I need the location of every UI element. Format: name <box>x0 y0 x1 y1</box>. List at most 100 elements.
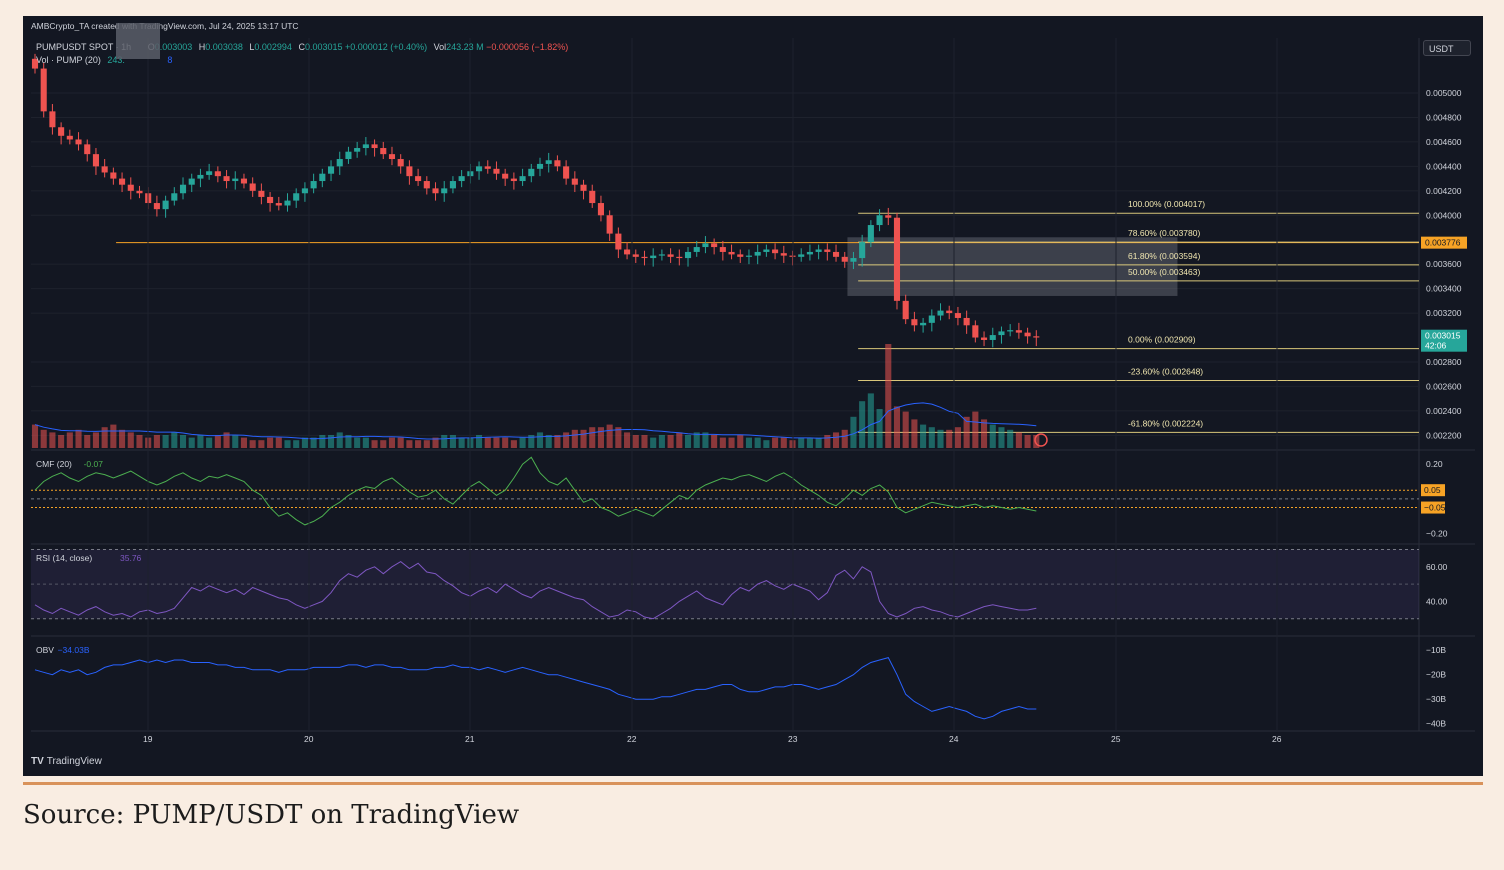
caption-divider <box>23 782 1483 785</box>
volume-bar-43 <box>406 440 413 448</box>
candle-body-37 <box>354 148 361 152</box>
candle-body-77 <box>702 243 709 248</box>
candle-body-45 <box>423 181 430 189</box>
volume-bar-81 <box>737 435 744 448</box>
volume-bar-59 <box>545 435 552 448</box>
price-tick-label-7: 0.003400 <box>1426 284 1462 294</box>
price-tick-label-2: 0.004600 <box>1426 137 1462 147</box>
volume-bar-115 <box>1033 435 1040 448</box>
volume-bar-8 <box>101 427 108 448</box>
volume-bar-66 <box>606 424 613 448</box>
volume-bar-37 <box>354 437 361 448</box>
volume-bar-113 <box>1015 432 1022 448</box>
candle-body-10 <box>119 178 126 185</box>
volume-bar-3 <box>58 435 65 448</box>
price-tick-label-4: 0.004200 <box>1426 186 1462 196</box>
candle-body-93 <box>841 256 848 262</box>
volume-bar-53 <box>493 437 500 448</box>
obv-legend-value: −34.03B <box>58 645 90 655</box>
candle-body-23 <box>232 178 239 182</box>
candle-body-30 <box>293 193 300 201</box>
price-tick-label-10: 0.002600 <box>1426 381 1462 391</box>
symbol-label[interactable]: PUMPUSDT SPOT · 1h <box>36 42 132 52</box>
volume-bar-17 <box>179 435 187 448</box>
candle-body-55 <box>510 178 517 182</box>
volume-bar-105 <box>946 429 953 448</box>
candle-body-57 <box>528 168 535 177</box>
candle-body-54 <box>502 173 509 179</box>
fib-zone-box <box>847 237 1178 296</box>
cmf-level-badge-1 <box>1421 501 1445 514</box>
chart-frame[interactable]: 0.005000 0.004800 0.004600 0.004400 0.004200… <box>23 16 1483 776</box>
volume-bar-102 <box>920 424 927 448</box>
candle-body-70 <box>641 256 648 259</box>
volume-bar-1 <box>40 429 47 448</box>
volume-indicator-label[interactable]: Vol · PUMP (20) <box>36 55 101 65</box>
candle-body-4 <box>66 135 73 140</box>
candle-body-42 <box>397 159 404 167</box>
volume-bar-88 <box>798 437 805 448</box>
volume-bar-55 <box>510 440 517 448</box>
volume-bar-111 <box>998 427 1005 448</box>
volume-bar-56 <box>519 437 526 448</box>
candle-body-14 <box>153 203 160 210</box>
candle-body-62 <box>571 178 578 185</box>
tradingview-logo-icon: TV <box>31 756 44 767</box>
open-value: 0.003003 <box>154 42 193 52</box>
volume-indicator-value: 243. <box>107 55 125 65</box>
obv-line <box>34 657 1037 720</box>
redaction-block <box>116 23 160 59</box>
obv-tick-label-1: −20B <box>1426 670 1446 680</box>
candle-body-92 <box>832 251 840 257</box>
tradingview-logo[interactable]: TV TradingView <box>31 756 102 767</box>
volume-bar-27 <box>267 437 274 448</box>
x-tick-label-0: 19 <box>143 734 153 744</box>
candle-body-102 <box>920 322 927 326</box>
low-label: L <box>249 42 255 52</box>
price-tick-label-0: 0.005000 <box>1426 88 1462 98</box>
volume-bar-79 <box>719 437 726 448</box>
obv-tick-label-0: −10B <box>1426 645 1446 655</box>
chart-canvas[interactable]: 0.005000 0.004800 0.004600 0.004400 0.004200… <box>23 16 1483 776</box>
price-tick-label-8: 0.003200 <box>1426 308 1462 318</box>
candle-body-15 <box>162 200 169 210</box>
candle-body-16 <box>171 193 178 201</box>
cmf-level-badge-text-0: 0.05 <box>1424 485 1441 495</box>
candle-body-82 <box>745 255 753 257</box>
candle-body-86 <box>780 253 787 256</box>
last-price-countdown-text: 42:06 <box>1425 341 1447 351</box>
vol-change-value: −0.000056 (−1.82%) <box>486 42 569 52</box>
cmf-level-badge-0 <box>1421 484 1445 497</box>
candle-body-85 <box>772 249 779 254</box>
vol-label: Vol <box>433 42 447 52</box>
candle-body-72 <box>658 254 665 256</box>
volume-bar-94 <box>850 416 857 448</box>
high-label: H <box>198 42 206 52</box>
candle-body-44 <box>415 176 422 182</box>
volume-bar-15 <box>162 435 169 448</box>
cmf-level-badge-text-1: −0.05 <box>1424 503 1446 513</box>
volume-bar-107 <box>963 416 970 448</box>
vol-value: 243.23 M <box>446 42 484 52</box>
rsi-legend-value: 35.76 <box>120 553 142 563</box>
candle-body-78 <box>711 243 718 248</box>
price-tick-label-5: 0.004000 <box>1426 210 1462 220</box>
volume-bar-29 <box>284 440 291 448</box>
volume-bar-22 <box>223 432 230 448</box>
candle-body-0 <box>31 58 39 69</box>
volume-bar-67 <box>615 427 622 448</box>
volume-bar-90 <box>815 437 822 448</box>
volume-bar-80 <box>728 437 735 448</box>
volume-bar-106 <box>954 427 961 448</box>
candle-body-24 <box>240 178 248 184</box>
volume-bar-38 <box>362 437 369 448</box>
candle-body-103 <box>928 315 935 323</box>
candle-body-104 <box>937 310 944 316</box>
candle-body-18 <box>188 178 195 185</box>
candle-body-109 <box>981 337 988 340</box>
currency-button[interactable]: USDT <box>1423 40 1471 56</box>
candle-body-68 <box>624 249 631 255</box>
volume-bar-99 <box>893 406 901 448</box>
candle-body-19 <box>197 174 204 179</box>
candle-body-9 <box>110 172 117 179</box>
